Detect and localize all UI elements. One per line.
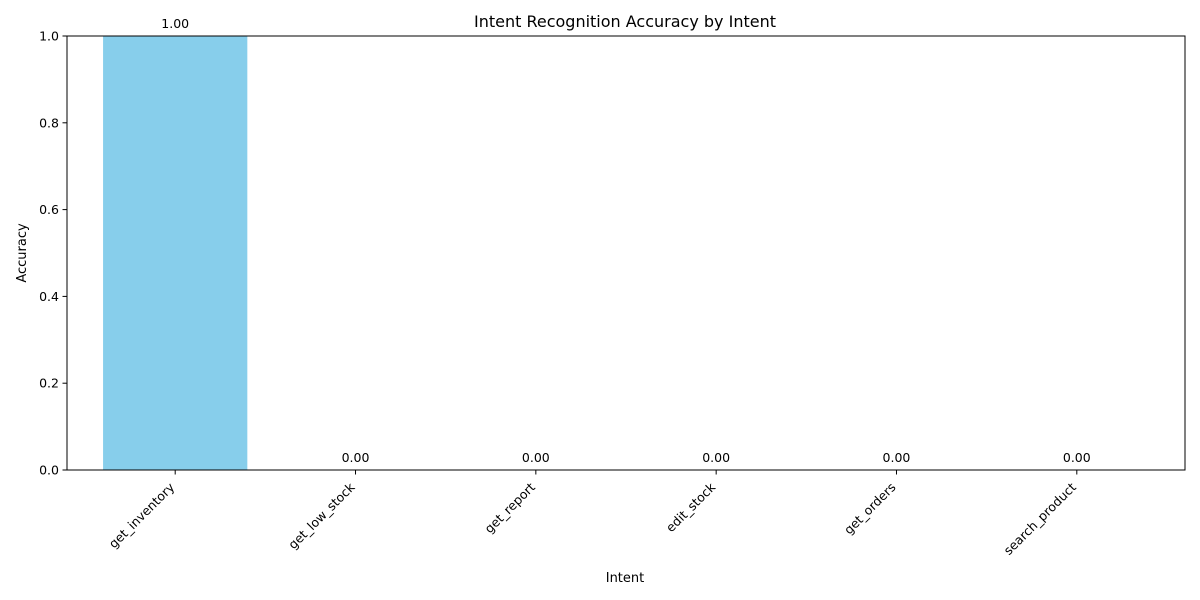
y-tick-label-0.0: 0.0	[39, 463, 59, 478]
data-label-edit_stock: 0.00	[702, 450, 730, 465]
y-axis-label: Accuracy	[15, 223, 30, 283]
y-tick-label-0.6: 0.6	[39, 202, 59, 217]
x-tick-label-get_inventory: get_inventory	[106, 479, 178, 551]
data-label-get_report: 0.00	[522, 450, 550, 465]
y-tick-label-0.8: 0.8	[39, 115, 59, 130]
data-label-get_orders: 0.00	[883, 450, 911, 465]
x-tick-label-get_orders: get_orders	[841, 480, 899, 538]
y-tick-label-0.2: 0.2	[39, 376, 59, 391]
x-tick-label-edit_stock: edit_stock	[663, 479, 719, 535]
x-tick-label-get_low_stock: get_low_stock	[285, 479, 358, 552]
plot-area: 1.00 get_inventory 0.00 get_low_stock 0.00 ge…	[39, 16, 1186, 558]
plot-frame	[66, 35, 1186, 471]
data-label-search_product: 0.00	[1063, 450, 1091, 465]
data-label-get_inventory: 1.00	[161, 16, 189, 31]
x-tick-label-search_product: search_product	[1001, 479, 1079, 557]
bar-get_inventory	[103, 36, 248, 470]
data-label-get_low_stock: 0.00	[342, 450, 370, 465]
chart-title: Intent Recognition Accuracy by Intent	[474, 12, 776, 31]
x-tick-label-get_report: get_report	[481, 479, 538, 536]
x-axis-label: Intent	[606, 571, 645, 586]
y-tick-label-0.4: 0.4	[39, 289, 59, 304]
y-tick-label-1.0: 1.0	[39, 29, 59, 44]
